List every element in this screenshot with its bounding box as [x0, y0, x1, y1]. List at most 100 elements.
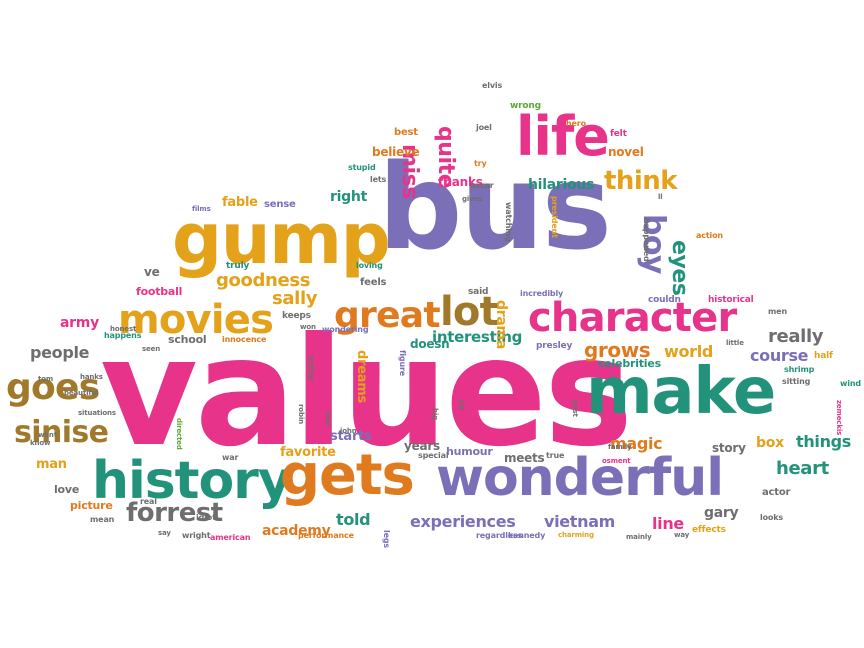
cloud-word: zemeckis: [835, 400, 843, 436]
cloud-word: sense: [264, 199, 296, 210]
cloud-word: performance: [298, 531, 354, 540]
cloud-word: past: [571, 400, 579, 417]
cloud-word: presley: [536, 341, 573, 351]
cloud-word: dreams: [354, 350, 369, 404]
cloud-word: truly: [226, 261, 250, 271]
cloud-word: history: [92, 451, 292, 511]
cloud-word: goodness: [216, 270, 311, 291]
cloud-word: wondering: [322, 325, 369, 334]
cloud-word: picture: [70, 499, 113, 512]
cloud-word: mainly: [626, 533, 652, 541]
cloud-word: hilarious: [528, 177, 595, 193]
cloud-word: interesting: [432, 328, 523, 346]
cloud-word: line: [652, 514, 684, 533]
cloud-word: joel: [476, 123, 492, 132]
cloud-word: celebrities: [598, 357, 661, 370]
cloud-word: robin: [297, 404, 305, 424]
cloud-word: believe: [372, 145, 420, 159]
cloud-word: life: [516, 105, 610, 168]
cloud-word: ve: [144, 265, 160, 279]
cloud-word: won: [300, 323, 316, 331]
cloud-word: fable: [222, 195, 258, 210]
cloud-word: wrong: [510, 101, 541, 111]
cloud-word: men: [768, 307, 787, 316]
cloud-word: little: [726, 339, 744, 347]
cloud-word: family: [608, 443, 632, 451]
cloud-word: hold: [324, 412, 331, 427]
cloud-word: years: [404, 439, 440, 453]
cloud-word: idiot: [196, 513, 216, 522]
cloud-word: things: [796, 432, 851, 451]
cloud-word: kennedy: [508, 531, 546, 540]
cloud-word: forrest: [126, 498, 223, 528]
cloud-word: character: [528, 295, 737, 341]
cloud-word: osment: [602, 457, 631, 465]
cloud-word: world: [664, 342, 714, 361]
cloud-word: try: [474, 159, 487, 168]
cloud-word: academy: [262, 523, 331, 539]
cloud-word: drama: [493, 300, 509, 350]
cloud-word: happens: [104, 331, 142, 340]
cloud-word: sitting: [782, 377, 811, 386]
cloud-word: wright: [182, 531, 211, 540]
cloud-word: best: [394, 127, 418, 138]
cloud-word: oscar: [470, 181, 494, 190]
cloud-word: half: [814, 351, 833, 361]
cloud-word: directed: [175, 418, 183, 450]
cloud-word: gets: [280, 443, 415, 508]
cloud-word: stupid: [348, 163, 376, 172]
cloud-word: know: [30, 439, 51, 447]
cloud-word: hero: [566, 119, 586, 128]
cloud-word: feels: [360, 277, 387, 288]
cloud-word: wind: [840, 379, 861, 388]
cloud-word: regardless: [476, 531, 523, 540]
cloud-word: vietnam: [544, 512, 616, 531]
cloud-word: president: [550, 196, 559, 238]
cloud-word: story: [712, 441, 746, 455]
cloud-word: shrimp: [784, 365, 815, 374]
cloud-word: heart: [776, 458, 829, 479]
cloud-word: couldn: [648, 295, 681, 305]
cloud-word: true: [546, 451, 565, 460]
cloud-word: innocence: [222, 335, 267, 344]
cloud-word: eyes: [667, 240, 692, 296]
cloud-word: american: [210, 533, 251, 542]
cloud-word: looks: [760, 513, 784, 522]
cloud-word: historical: [708, 295, 754, 305]
cloud-word: felt: [610, 129, 627, 139]
cloud-word: box: [756, 435, 784, 451]
cloud-word: course: [750, 346, 809, 365]
cloud-word: films: [192, 205, 211, 213]
cloud-word: special: [418, 451, 449, 460]
cloud-word: meets: [504, 451, 545, 465]
cloud-word: ll: [658, 193, 663, 201]
cloud-word: legs: [382, 530, 391, 549]
cloud-word: real: [140, 497, 157, 506]
cloud-word: sally: [272, 288, 318, 309]
cloud-word: values: [100, 306, 633, 480]
cloud-word: lot: [440, 289, 499, 335]
cloud-word: lets: [370, 175, 387, 184]
cloud-word: tom: [38, 375, 54, 383]
cloud-word: magic: [610, 434, 663, 453]
cloud-word: author: [307, 356, 315, 382]
cloud-word: school: [168, 333, 207, 346]
cloud-word: army: [60, 315, 99, 331]
cloud-word: gump: [172, 198, 391, 280]
cloud-word: seen: [142, 345, 161, 353]
cloud-word: want: [38, 431, 57, 439]
cloud-word: charming: [558, 531, 594, 539]
cloud-word: make: [586, 355, 776, 429]
cloud-word: actor: [762, 487, 791, 498]
cloud-word: love: [54, 483, 80, 496]
cloud-word: goes: [6, 367, 100, 408]
cloud-word: doesn: [410, 337, 450, 351]
cloud-word: keeps: [282, 311, 311, 321]
cloud-word: way: [674, 531, 690, 539]
cloud-word: mean: [90, 515, 115, 524]
cloud-word: think: [604, 166, 678, 196]
cloud-word: really: [768, 326, 824, 347]
cloud-word: favorite: [280, 445, 336, 460]
cloud-word: figure: [398, 350, 407, 377]
